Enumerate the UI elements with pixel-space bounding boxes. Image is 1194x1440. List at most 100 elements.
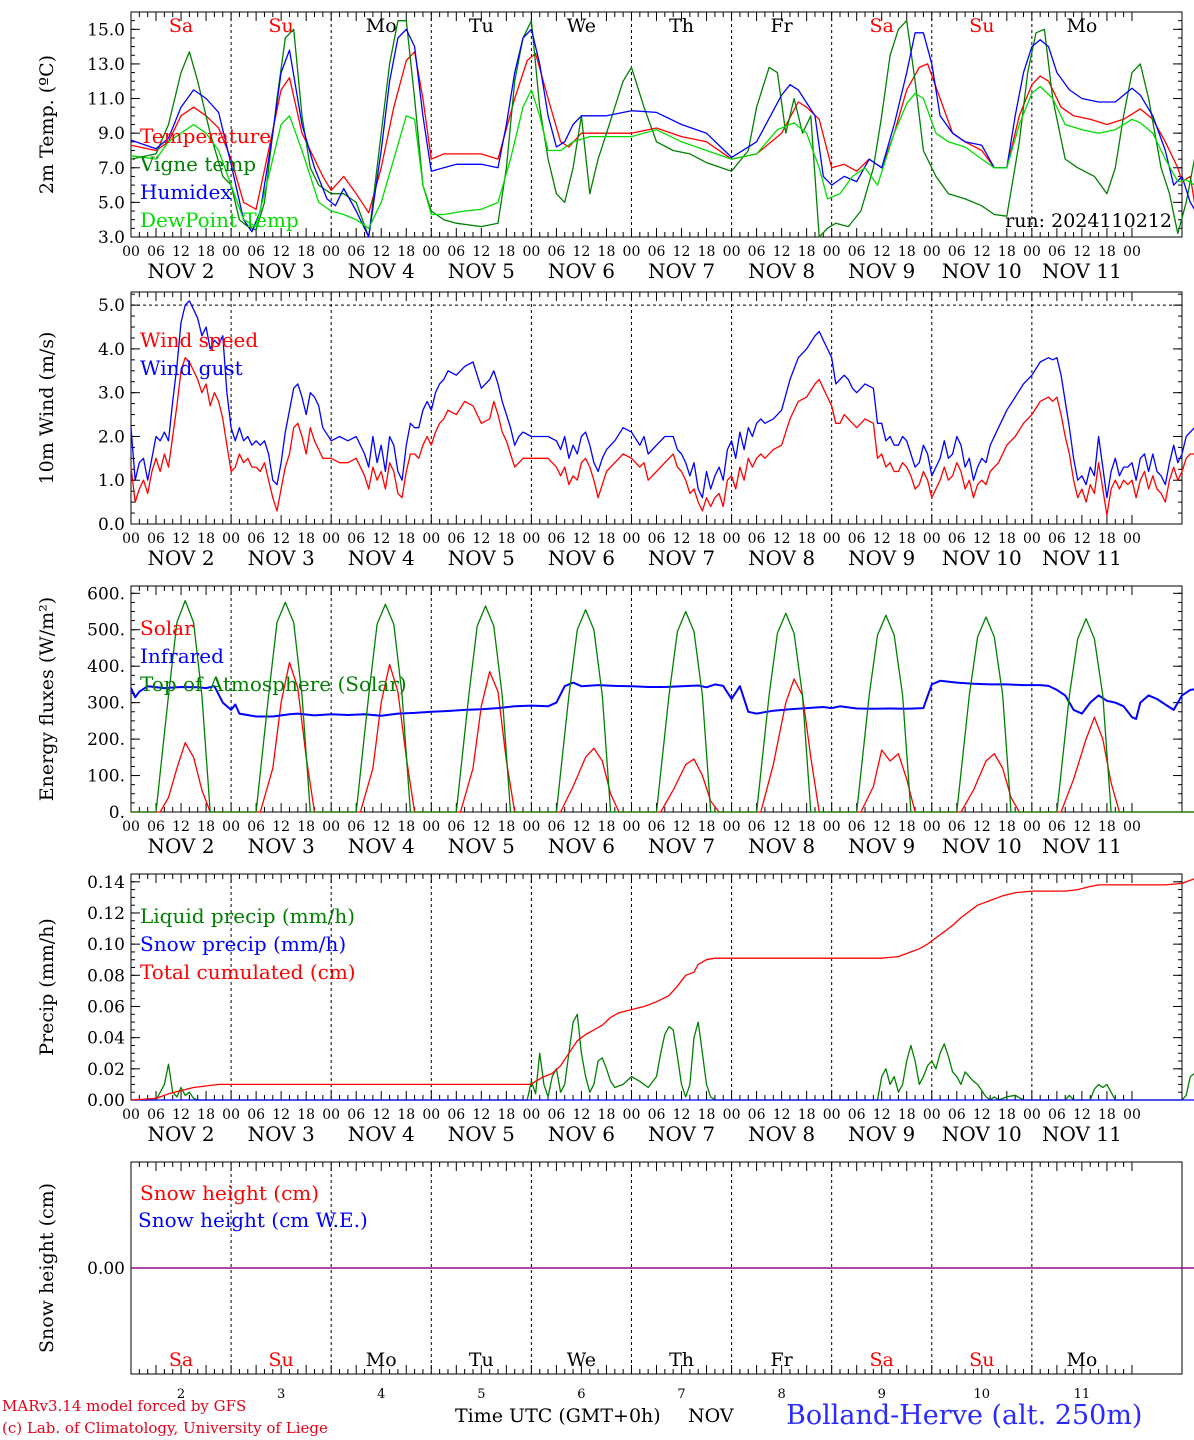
y-axis-title: 2m Temp. (ºC)	[36, 55, 58, 194]
hour-tick-label: 06	[447, 819, 465, 835]
hour-tick-label: 18	[197, 244, 215, 260]
run-annotation: run: 2024110212	[1005, 210, 1172, 232]
y-tick-label: 5.0	[98, 193, 125, 213]
weekday-label: Sa	[169, 1349, 193, 1371]
panel-frame-temperature	[130, 11, 1183, 238]
weekday-label: Th	[669, 1349, 694, 1371]
hour-tick-label: 06	[147, 244, 165, 260]
legend-entry: Infrared	[140, 644, 224, 668]
y-tick-label: 15.0	[87, 20, 125, 40]
date-label: NOV 2	[148, 259, 215, 283]
hour-tick-label: 18	[898, 531, 916, 547]
weekday-label: Mo	[366, 1349, 397, 1371]
hour-tick-label: 18	[297, 244, 315, 260]
date-label: NOV 6	[548, 834, 615, 858]
hour-tick-label: 06	[748, 1107, 766, 1123]
weekday-label: Th	[669, 15, 694, 37]
hour-tick-label: 12	[272, 1107, 290, 1123]
series-line-vigne-temp	[130, 20, 1194, 238]
hour-tick-label: 00	[1023, 1107, 1041, 1123]
hour-tick-label: 06	[1048, 244, 1066, 260]
hour-tick-label: 18	[497, 1107, 515, 1123]
hour-tick-label: 12	[272, 531, 290, 547]
hour-tick-label: 18	[1098, 1107, 1116, 1123]
hour-tick-label: 00	[923, 1107, 941, 1123]
time-axis-label: Time UTC (GMT+0h)	[455, 1405, 661, 1427]
hour-tick-label: 06	[547, 1107, 565, 1123]
hour-tick-label: 18	[497, 531, 515, 547]
hour-tick-label: 06	[648, 819, 666, 835]
hour-tick-label: 12	[472, 819, 490, 835]
hour-tick-label: 18	[698, 1107, 716, 1123]
hour-tick-label: 18	[898, 1107, 916, 1123]
hour-tick-label: 00	[823, 531, 841, 547]
date-label: NOV 3	[248, 1122, 315, 1146]
hour-tick-label: 18	[598, 819, 616, 835]
y-tick-label: 5.0	[98, 296, 125, 316]
hour-tick-label: 06	[347, 531, 365, 547]
y-axis-title: Energy fluxes (W/m²)	[36, 597, 58, 801]
legend-entry: Humidex	[140, 180, 232, 204]
legend-entry: Snow precip (mm/h)	[140, 932, 346, 956]
date-label: NOV 11	[1042, 546, 1122, 570]
hour-tick-label: 00	[522, 819, 540, 835]
hour-tick-label: 00	[1023, 244, 1041, 260]
y-tick-label: 0.06	[87, 997, 125, 1017]
date-label: NOV 11	[1042, 1122, 1122, 1146]
hour-tick-label: 18	[297, 531, 315, 547]
hour-tick-label: 06	[547, 244, 565, 260]
hour-tick-label: 06	[748, 531, 766, 547]
hour-tick-label: 18	[698, 819, 716, 835]
hour-tick-label: 12	[773, 244, 791, 260]
hour-tick-label: 00	[122, 244, 140, 260]
hour-tick-label: 00	[322, 819, 340, 835]
y-tick-label: 7.0	[98, 159, 125, 179]
date-label: NOV 3	[248, 834, 315, 858]
series-line-temperature	[130, 51, 1194, 214]
day-number-label: 2	[177, 1387, 185, 1402]
hour-tick-label: 12	[272, 244, 290, 260]
hour-tick-label: 06	[1048, 1107, 1066, 1123]
hour-tick-label: 00	[422, 531, 440, 547]
hour-tick-label: 00	[222, 244, 240, 260]
y-axis-title: 10m Wind (m/s)	[36, 332, 58, 485]
y-tick-label: 600.	[87, 584, 125, 604]
hour-tick-label: 18	[798, 1107, 816, 1123]
hour-tick-label: 12	[773, 1107, 791, 1123]
hour-tick-label: 18	[1098, 244, 1116, 260]
date-label: NOV 5	[448, 1122, 515, 1146]
hour-tick-label: 00	[222, 531, 240, 547]
weekday-label: Fr	[770, 15, 793, 37]
hour-tick-label: 18	[598, 244, 616, 260]
date-label: NOV 9	[848, 546, 915, 570]
day-number-label: 4	[377, 1387, 385, 1402]
hour-tick-label: 00	[1123, 531, 1141, 547]
y-tick-label: 0.0	[98, 515, 125, 535]
y-axis-title: Snow height (cm)	[36, 1183, 58, 1353]
y-tick-label: 0.14	[87, 873, 125, 893]
hour-tick-label: 00	[923, 244, 941, 260]
hour-tick-label: 12	[1073, 244, 1091, 260]
hour-tick-label: 18	[698, 244, 716, 260]
date-label: NOV 9	[848, 259, 915, 283]
hour-tick-label: 12	[673, 531, 691, 547]
hour-tick-label: 18	[1098, 531, 1116, 547]
y-tick-label: 0.08	[87, 966, 125, 986]
legend-entry: Temperature	[140, 124, 271, 148]
hour-tick-label: 00	[422, 244, 440, 260]
hour-tick-label: 12	[773, 531, 791, 547]
day-number-label: 10	[974, 1387, 991, 1402]
y-tick-label: 11.0	[87, 90, 125, 110]
date-label: NOV 2	[148, 1122, 215, 1146]
hour-tick-label: 18	[598, 531, 616, 547]
y-tick-label: 0.10	[87, 935, 125, 955]
hour-tick-label: 18	[397, 1107, 415, 1123]
hour-tick-label: 06	[147, 819, 165, 835]
date-label: NOV 2	[148, 834, 215, 858]
series-line-infrared	[130, 679, 1194, 720]
hour-tick-label: 00	[422, 1107, 440, 1123]
date-label: NOV 8	[748, 1122, 815, 1146]
day-number-label: 3	[277, 1387, 285, 1402]
hour-tick-label: 06	[948, 819, 966, 835]
hour-tick-label: 06	[848, 244, 866, 260]
